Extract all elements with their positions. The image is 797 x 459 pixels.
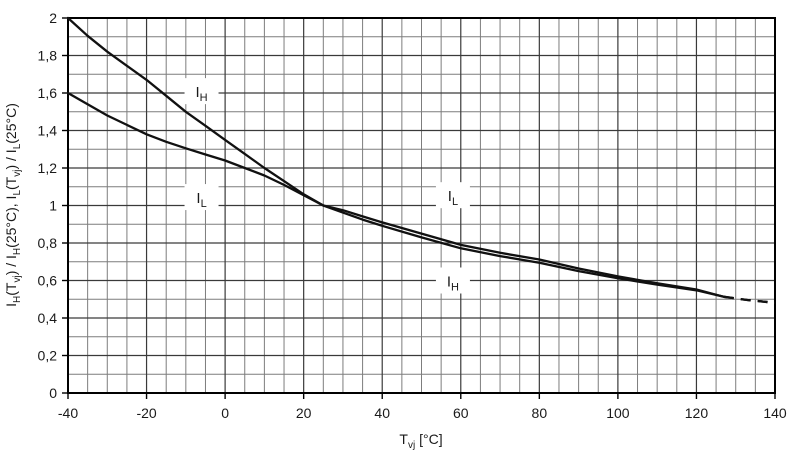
x-axis-label: Tvj [°C] — [399, 431, 442, 451]
x-tick-label: 120 — [685, 405, 709, 421]
annotation-backing — [435, 267, 470, 294]
annotation-backing — [184, 78, 219, 105]
curve-il-solid — [66, 91, 726, 298]
x-tick-label: 0 — [221, 405, 229, 421]
y-tick-label: 0,2 — [38, 348, 58, 364]
curve-label-il: IL — [196, 190, 206, 210]
curve-label-il: IL — [448, 188, 458, 208]
x-tick-label: 20 — [296, 405, 312, 421]
y-tick-label: 0,6 — [38, 273, 58, 289]
y-tick-label: 0,4 — [38, 310, 58, 326]
x-tick-label: 100 — [606, 405, 630, 421]
y-tick-label: 0,8 — [38, 235, 58, 251]
y-tick-label: 1,4 — [38, 123, 58, 139]
annotation-backing — [184, 184, 219, 211]
y-tick-label: 1 — [49, 198, 57, 214]
x-tick-label: 60 — [453, 405, 469, 421]
y-tick-label: 0 — [49, 385, 57, 401]
curve-label-ih: IH — [447, 274, 459, 294]
y-tick-label: 1,2 — [38, 160, 58, 176]
y-tick-label: 1,6 — [38, 85, 58, 101]
x-tick-label: 140 — [763, 405, 787, 421]
curve-il-dashed — [723, 295, 776, 304]
x-tick-label: 80 — [532, 405, 548, 421]
y-axis-label: IH(Tvj) / IH(25°C), IL(Tvj) / IL(25°C) — [3, 103, 23, 307]
y-tick-label: 2 — [49, 10, 57, 26]
y-tick-label: 1,8 — [38, 48, 58, 64]
x-tick-label: 40 — [374, 405, 390, 421]
x-tick-label: -20 — [136, 405, 156, 421]
x-tick-label: -40 — [58, 405, 78, 421]
curve-label-ih: IH — [195, 84, 207, 104]
annotation-backing — [435, 182, 470, 209]
